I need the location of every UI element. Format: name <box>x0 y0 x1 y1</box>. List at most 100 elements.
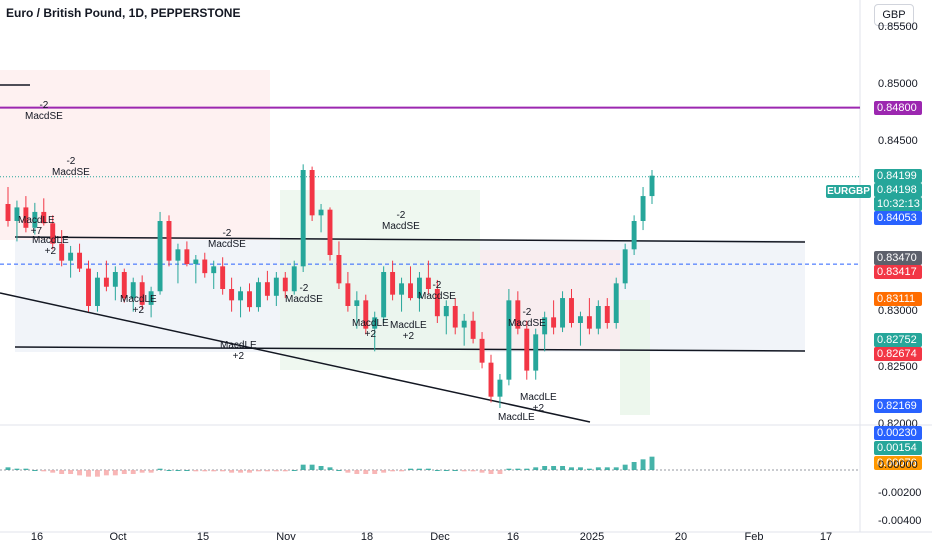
candle-body <box>506 300 512 380</box>
short-zone <box>0 70 270 240</box>
time-axis-label: 20 <box>674 531 688 543</box>
macd-bar <box>59 470 65 474</box>
macd-bar <box>327 467 333 470</box>
time-axis-label: 15 <box>196 531 210 543</box>
price-tag: 0.82674 <box>874 346 922 361</box>
macd-bar <box>649 456 655 470</box>
candle-body <box>613 283 619 323</box>
macd-bar <box>336 470 342 471</box>
price-axis-label: 0.85500 <box>878 21 918 34</box>
candle-body <box>640 196 646 221</box>
macd-bar <box>425 468 431 470</box>
strategy-signal-label: -2 MacdSE <box>52 156 90 178</box>
candle-body <box>416 277 422 299</box>
candle-body <box>542 317 548 335</box>
candle-body <box>300 170 306 267</box>
macd-bar <box>103 470 109 476</box>
macd-bar <box>121 470 127 474</box>
candle-body <box>434 289 440 317</box>
macd-bar <box>77 470 83 476</box>
candle-body <box>68 252 74 261</box>
price-tag: 0.83470 <box>874 251 922 266</box>
candle-body <box>354 300 360 306</box>
macd-bar <box>622 464 628 470</box>
macd-bar <box>551 466 557 470</box>
time-axis-label: 18 <box>360 531 374 543</box>
candle-body <box>604 306 610 323</box>
support-line <box>14 346 806 352</box>
macd-bar <box>390 470 396 472</box>
macd-bar <box>184 470 190 471</box>
macd-bar <box>399 470 405 472</box>
macd-bar <box>363 470 369 474</box>
strategy-signal-label: MacdLE <box>498 412 535 423</box>
currency-button[interactable]: GBP <box>874 4 914 26</box>
strategy-signal-label: MacdLE +2 <box>32 235 69 257</box>
macd-bar <box>220 470 226 472</box>
macd-axis-label: -0.00400 <box>878 515 922 527</box>
candle-body <box>211 266 217 274</box>
macd-bar <box>524 468 530 470</box>
symbol-tag: EURGBP <box>826 185 871 198</box>
strategy-signal-label: MacdLE +2 <box>352 318 389 340</box>
macd-bar <box>569 467 574 470</box>
candle-body <box>318 209 324 216</box>
macd-bar <box>604 467 610 470</box>
strategy-signal-label: -2 MacdSE <box>208 228 246 250</box>
macd-bar <box>202 470 208 472</box>
candle-body <box>533 334 539 371</box>
candle-body <box>166 221 172 261</box>
candle-body <box>622 249 628 284</box>
macd-bar <box>461 470 467 472</box>
macd-bar <box>586 468 592 470</box>
strategy-signal-label: MacdLE +2 <box>220 340 257 362</box>
symbol-title[interactable]: Euro / British Pound, 1D, PEPPERSTONE <box>6 6 241 20</box>
price-tag: 0.84800 <box>874 100 922 115</box>
macd-bar <box>50 470 56 473</box>
macd-bar <box>497 470 503 474</box>
macd-bar <box>238 470 244 473</box>
candle-body <box>23 207 29 228</box>
price-tag: 0.82752 <box>874 332 922 347</box>
candle-body <box>112 272 118 287</box>
price-tag: 0.83111 <box>874 292 922 307</box>
macd-bar <box>94 470 100 477</box>
macd-bar <box>157 468 163 470</box>
macd-bar <box>595 467 601 470</box>
time-axis-label: Feb <box>744 531 764 543</box>
candle-body <box>41 211 47 224</box>
price-axis-label: 0.82500 <box>878 361 918 374</box>
macd-bar <box>139 470 145 473</box>
candle-body <box>202 259 208 274</box>
candle-body <box>238 291 244 301</box>
macd-bar <box>577 467 583 470</box>
candle-body <box>282 277 288 292</box>
macd-bar <box>560 466 566 470</box>
candle-body <box>390 272 396 295</box>
macd-tag: 0.00154 <box>874 441 922 455</box>
macd-bar <box>247 470 252 473</box>
candle-body <box>94 277 100 306</box>
macd-bar <box>443 470 449 471</box>
candle-body <box>77 252 83 269</box>
macd-bar <box>408 468 413 470</box>
price-tag: 0.84198 <box>874 182 922 197</box>
candle-body <box>14 207 20 221</box>
macd-bar <box>23 468 29 470</box>
strategy-signal-label: MacdLE +2 <box>120 294 157 316</box>
macd-bar <box>542 466 548 470</box>
macd-bar <box>533 467 539 470</box>
macd-bar <box>613 467 619 470</box>
candle-body <box>148 291 154 305</box>
candle-body <box>363 300 369 329</box>
candle-body <box>461 320 467 328</box>
strategy-signal-label: -2 MacdSE <box>382 210 420 232</box>
macd-bar <box>282 470 288 472</box>
candle-body <box>479 338 485 363</box>
candle-body <box>247 291 252 308</box>
candle-body <box>175 249 181 261</box>
macd-bar <box>41 470 47 472</box>
price-tag: 0.84053 <box>874 210 922 225</box>
time-axis-label: Dec <box>430 531 450 543</box>
